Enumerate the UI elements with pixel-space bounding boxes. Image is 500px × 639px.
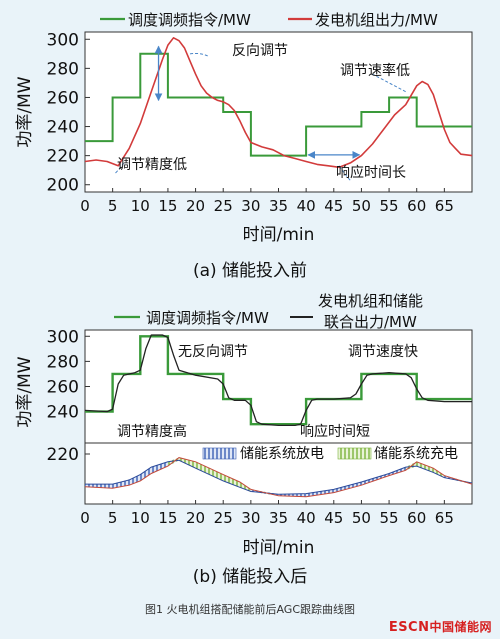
legend-label-discharge: 储能系统放电 <box>240 446 324 462</box>
x-tick-label-b: 55 <box>380 509 399 527</box>
panel-label-a: (a) 储能投入前 <box>193 261 307 281</box>
brand-logo: ESCN中国储能网 <box>389 618 492 635</box>
chart-b: 220 240 260 280 300 0 5 10 15 20 25 30 35 40 45 50 55 60 6… <box>15 292 473 587</box>
x-tick-label-b: 60 <box>407 509 426 527</box>
annotation-leader-response <box>338 165 351 181</box>
x-tick-label-a: 10 <box>131 197 150 215</box>
y-tick-label-a: 280 <box>47 59 79 79</box>
x-tick-label-b: 50 <box>352 509 371 527</box>
x-tick-label-a: 35 <box>269 197 288 215</box>
brand-cn: 中国储能网 <box>429 620 492 634</box>
series-line-output-a <box>84 36 473 169</box>
y-tick-label-a: 260 <box>47 88 79 108</box>
chart-a: 200 220 240 260 280 300 0 5 10 15 20 25 30 35 40 45 50 55… <box>15 11 473 281</box>
y-tick-label-a: 300 <box>47 30 79 50</box>
annotation-response: 响应时间长 <box>336 164 406 181</box>
annotation-leader-precision <box>115 162 125 174</box>
x-tick-label-b: 0 <box>80 509 90 527</box>
legend-label-charge: 储能系统充电 <box>374 446 458 462</box>
x-tick-label-a: 0 <box>80 197 90 215</box>
annotation-reverse: 反向调节 <box>232 43 288 59</box>
y-tick-label-b: 280 <box>47 352 79 372</box>
x-tick-label-a: 40 <box>297 197 316 215</box>
x-tick-label-a: 45 <box>324 197 343 215</box>
x-tick-label-b: 20 <box>186 509 205 527</box>
storage-charge-edge <box>84 457 473 498</box>
storage-discharge-edge <box>85 459 473 495</box>
y-axis-label-a: 功率/MW <box>15 76 35 147</box>
annotation-short-response: 响应时间短 <box>300 423 370 440</box>
legend-label-a1: 调度调频指令/MW <box>128 11 251 29</box>
y-tick-label-b: 220 <box>47 445 79 465</box>
legend-label-b1: 调度调频指令/MW <box>146 309 269 327</box>
x-axis-label-a: 时间/min <box>243 225 315 245</box>
x-tick-label-b: 30 <box>241 509 260 527</box>
annotation-no-reverse: 无反向调节 <box>178 344 248 360</box>
x-tick-label-b: 65 <box>435 509 454 527</box>
x-tick-label-a: 50 <box>352 197 371 215</box>
annotation-leader-reverse <box>189 52 210 58</box>
legend-swatch-discharge <box>202 447 237 460</box>
x-axis-label-b: 时间/min <box>243 538 315 558</box>
annotation-rate: 调节速率低 <box>340 62 410 79</box>
figure-caption: 图1 火电机组搭配储能前后AGC跟踪曲线图 <box>144 603 356 616</box>
legend-swatch-charge <box>337 447 372 460</box>
x-tick-label-a: 20 <box>186 197 205 215</box>
x-tick-label-b: 25 <box>214 509 233 527</box>
y-axis-label-b: 功率/MW <box>15 356 35 427</box>
x-tick-label-b: 5 <box>108 509 118 527</box>
y-tick-label-b: 300 <box>47 327 79 347</box>
x-tick-label-a: 5 <box>108 197 118 215</box>
annotation-fast: 调节速度快 <box>348 344 418 360</box>
x-tick-label-b: 15 <box>158 509 177 527</box>
x-tick-label-a: 60 <box>407 197 426 215</box>
panel-label-b: (b) 储能投入后 <box>193 567 307 587</box>
x-tick-label-a: 30 <box>241 197 260 215</box>
x-tick-label-a: 25 <box>214 197 233 215</box>
storage-charge-area <box>167 457 279 496</box>
storage-charge-area <box>405 461 472 485</box>
plot-area-a <box>84 31 473 193</box>
y-tick-label-a: 200 <box>47 176 79 196</box>
x-tick-label-a: 55 <box>380 197 399 215</box>
x-tick-label-a: 65 <box>435 197 454 215</box>
storage-discharge-area <box>85 457 179 489</box>
x-tick-label-a: 15 <box>158 197 177 215</box>
x-tick-label-b: 40 <box>297 509 316 527</box>
annotation-high-precision: 调节精度高 <box>117 423 187 440</box>
y-tick-label-b: 260 <box>47 378 79 398</box>
y-tick-label-a: 220 <box>47 147 79 167</box>
y-tick-label-b: 240 <box>47 403 79 423</box>
legend-label-b2-line1: 发电机组和储能 <box>318 292 423 310</box>
x-tick-label-b: 35 <box>269 509 288 527</box>
annotation-precision: 调节精度低 <box>117 157 187 173</box>
series-line-dispatch-a <box>85 52 472 157</box>
brand-latin: ESCN <box>388 620 430 635</box>
x-tick-label-b: 45 <box>324 509 343 527</box>
legend-label-b2-line2: 联合出力/MW <box>324 313 417 331</box>
series-line-combined-b <box>84 334 472 427</box>
x-tick-label-b: 10 <box>131 509 150 527</box>
legend-label-a2: 发电机组出力/MW <box>315 11 438 29</box>
y-tick-label-a: 240 <box>47 118 79 138</box>
